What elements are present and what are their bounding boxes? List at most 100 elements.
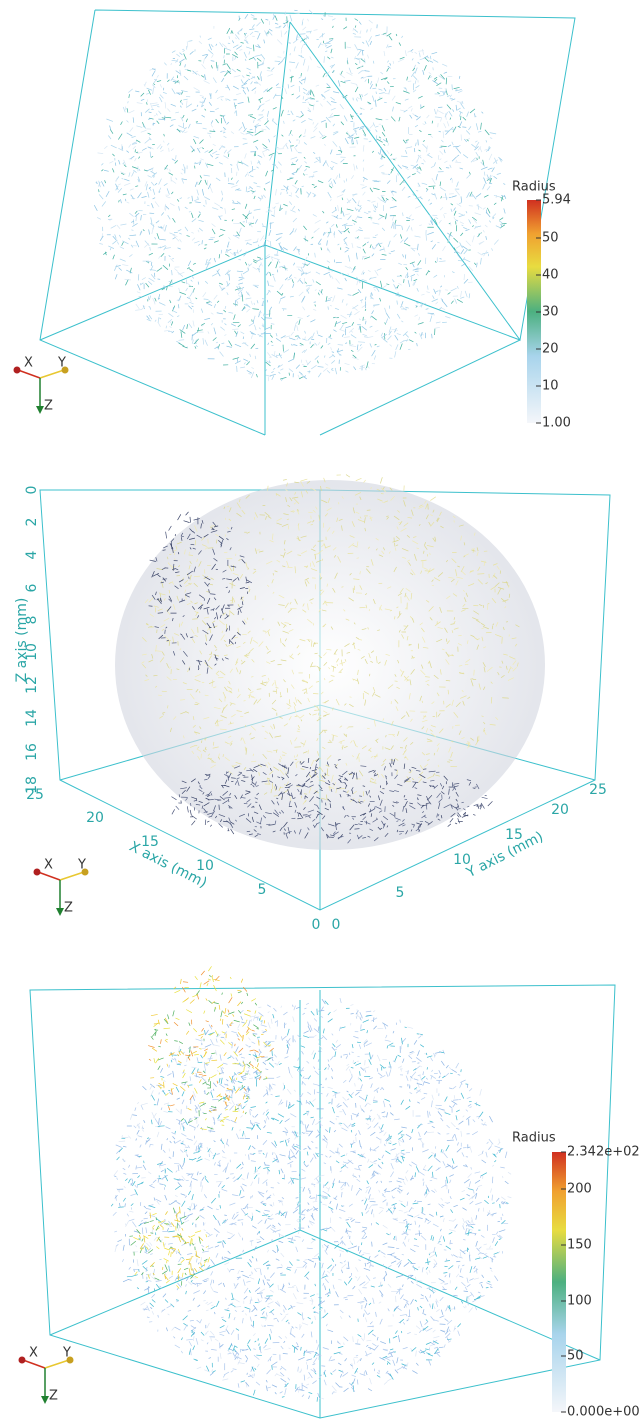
- pore: [469, 191, 473, 197]
- pore: [354, 136, 360, 139]
- pore: [429, 315, 433, 322]
- pore: [210, 577, 214, 580]
- pore: [293, 706, 297, 713]
- pore: [297, 1230, 300, 1235]
- pore: [243, 700, 246, 702]
- pore: [172, 651, 176, 656]
- pore: [427, 285, 429, 290]
- pore: [172, 217, 176, 223]
- pore: [137, 151, 143, 154]
- pore: [469, 108, 476, 114]
- pore: [208, 589, 210, 594]
- pore: [438, 802, 441, 810]
- pore: [279, 284, 284, 290]
- pore: [421, 726, 425, 730]
- pore: [451, 141, 454, 146]
- pore: [485, 147, 491, 152]
- pore: [473, 532, 476, 536]
- pore: [399, 343, 403, 350]
- pore: [492, 217, 495, 220]
- pore: [251, 367, 254, 369]
- pore: [237, 32, 240, 35]
- pore: [227, 42, 231, 44]
- pore: [421, 182, 428, 185]
- pore: [413, 148, 416, 153]
- pore: [354, 828, 360, 830]
- pore: [267, 1011, 270, 1014]
- pore: [258, 103, 265, 107]
- pore: [457, 643, 462, 646]
- pore: [206, 667, 209, 674]
- pore: [261, 223, 264, 226]
- pore: [488, 146, 490, 151]
- pore: [326, 45, 332, 49]
- pore: [267, 631, 270, 637]
- pore: [357, 801, 362, 804]
- pore: [491, 248, 493, 251]
- pore: [299, 714, 305, 719]
- pore: [325, 1129, 329, 1133]
- pore: [424, 57, 429, 62]
- pore: [327, 56, 331, 60]
- pore: [280, 1005, 283, 1008]
- pore: [194, 338, 199, 344]
- pore: [227, 70, 232, 75]
- pore: [221, 342, 225, 345]
- pore: [203, 534, 209, 538]
- pore: [373, 755, 378, 757]
- pore: [430, 313, 435, 316]
- pore: [380, 487, 387, 493]
- pore: [304, 128, 307, 135]
- pore: [369, 40, 372, 46]
- pore: [460, 196, 463, 203]
- pore: [455, 159, 458, 163]
- pore: [378, 1189, 381, 1193]
- pore: [455, 702, 461, 708]
- pore: [398, 116, 401, 122]
- pore: [361, 325, 368, 331]
- pore: [215, 341, 219, 344]
- pore: [426, 683, 430, 686]
- pore: [426, 738, 432, 741]
- pore: [254, 797, 259, 800]
- pore: [315, 758, 320, 762]
- pore: [432, 1339, 438, 1344]
- pore: [255, 785, 259, 787]
- pore: [400, 527, 407, 532]
- pore: [162, 712, 164, 716]
- pore: [431, 177, 436, 185]
- pore: [295, 159, 299, 163]
- pore: [314, 771, 318, 774]
- pore: [221, 1067, 224, 1070]
- pore: [194, 240, 200, 244]
- pore: [378, 242, 383, 245]
- pore: [339, 1315, 343, 1320]
- pore: [350, 798, 355, 802]
- pore: [364, 1103, 368, 1107]
- pore: [188, 1243, 191, 1246]
- pore: [376, 1372, 380, 1375]
- pore: [411, 769, 413, 773]
- pore: [148, 295, 151, 301]
- pore: [445, 679, 451, 682]
- pore: [319, 766, 324, 772]
- pore: [306, 288, 310, 292]
- pore: [302, 1318, 305, 1321]
- pore: [353, 366, 357, 371]
- pore: [327, 1011, 331, 1016]
- pore: [315, 281, 321, 286]
- pore: [154, 297, 157, 302]
- pore: [372, 818, 378, 823]
- pore: [337, 556, 342, 563]
- pore: [422, 70, 425, 75]
- pore: [393, 233, 397, 238]
- pore: [359, 812, 366, 817]
- pore: [447, 292, 451, 295]
- pore: [164, 167, 169, 170]
- pore: [131, 1274, 138, 1277]
- pore: [278, 763, 283, 767]
- pore: [370, 107, 374, 110]
- pore: [429, 55, 432, 60]
- pore: [391, 199, 395, 201]
- pore: [157, 106, 160, 108]
